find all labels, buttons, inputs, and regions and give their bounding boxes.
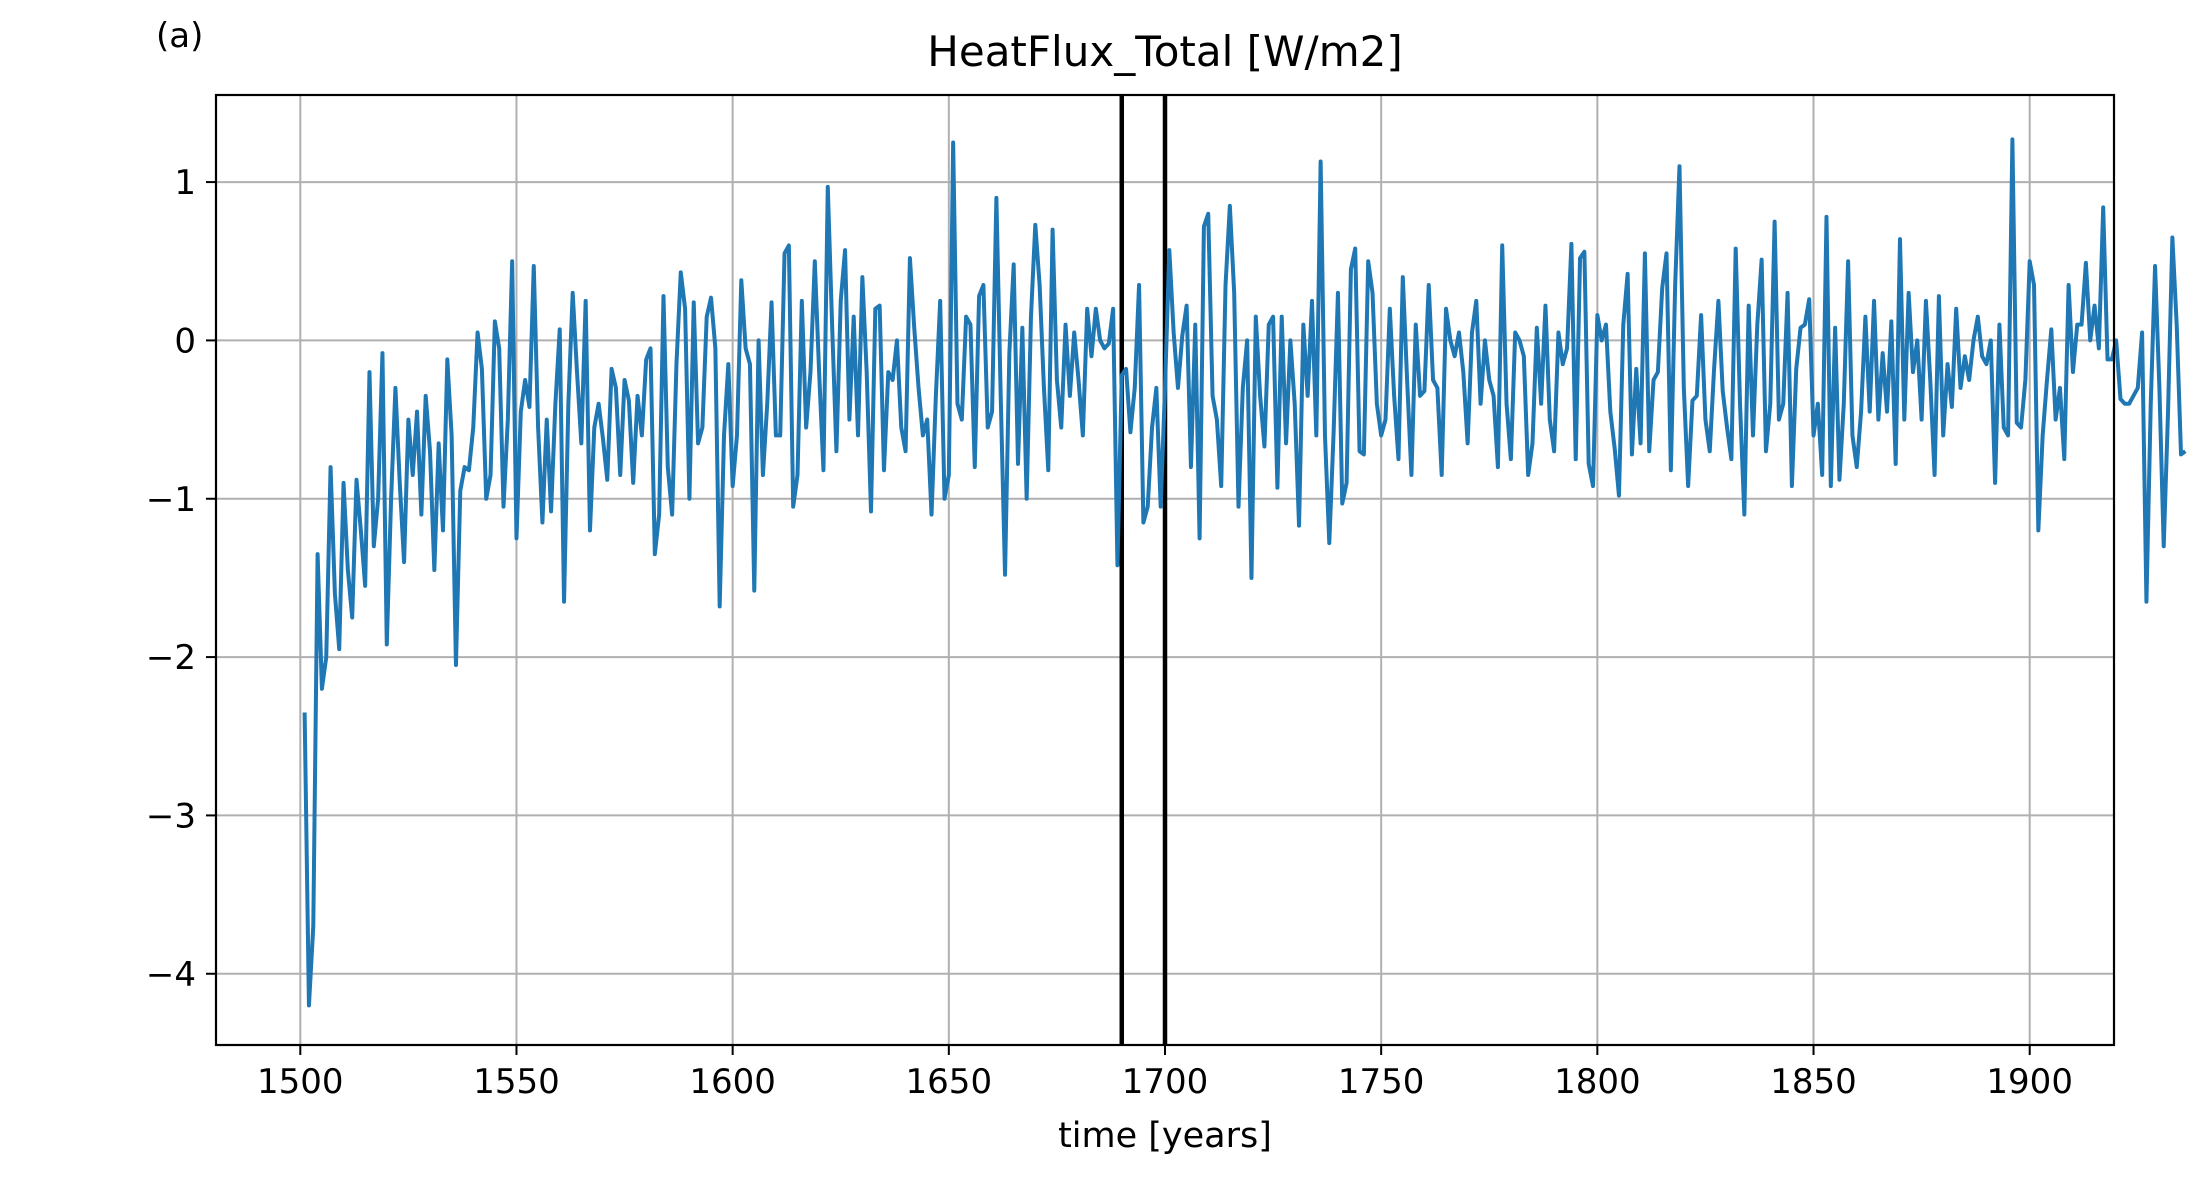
series-line	[302, 137, 2187, 1008]
x-tick-label: 1700	[1122, 1062, 1209, 1102]
y-tick-label: −3	[146, 796, 196, 836]
y-tick-label: 0	[174, 321, 196, 361]
reference-lines	[1119, 95, 1168, 1045]
x-axis-label: time [years]	[1058, 1116, 1272, 1156]
x-axis-ticks: 1500 1550 1600 1650 1700 1750 1800 1850 1900	[257, 1045, 2073, 1102]
y-tick-label: 1	[174, 163, 196, 203]
y-axis-ticks: 1 0 −1 −2 −3 −4	[146, 163, 216, 995]
x-tick-label: 1900	[1986, 1062, 2073, 1102]
x-tick-label: 1600	[689, 1062, 776, 1102]
y-tick-label: −2	[146, 638, 196, 678]
series-layer	[302, 137, 2187, 1008]
x-tick-label: 1850	[1770, 1062, 1857, 1102]
x-tick-label: 1750	[1338, 1062, 1425, 1102]
chart-title: HeatFlux_Total [W/m2]	[927, 27, 1402, 76]
panel-label: (a)	[156, 16, 203, 56]
y-tick-label: −4	[146, 955, 196, 995]
x-tick-label: 1650	[906, 1062, 993, 1102]
x-tick-label: 1800	[1554, 1062, 1641, 1102]
y-tick-label: −1	[146, 480, 196, 520]
x-tick-label: 1550	[473, 1062, 560, 1102]
x-tick-label: 1500	[257, 1062, 344, 1102]
